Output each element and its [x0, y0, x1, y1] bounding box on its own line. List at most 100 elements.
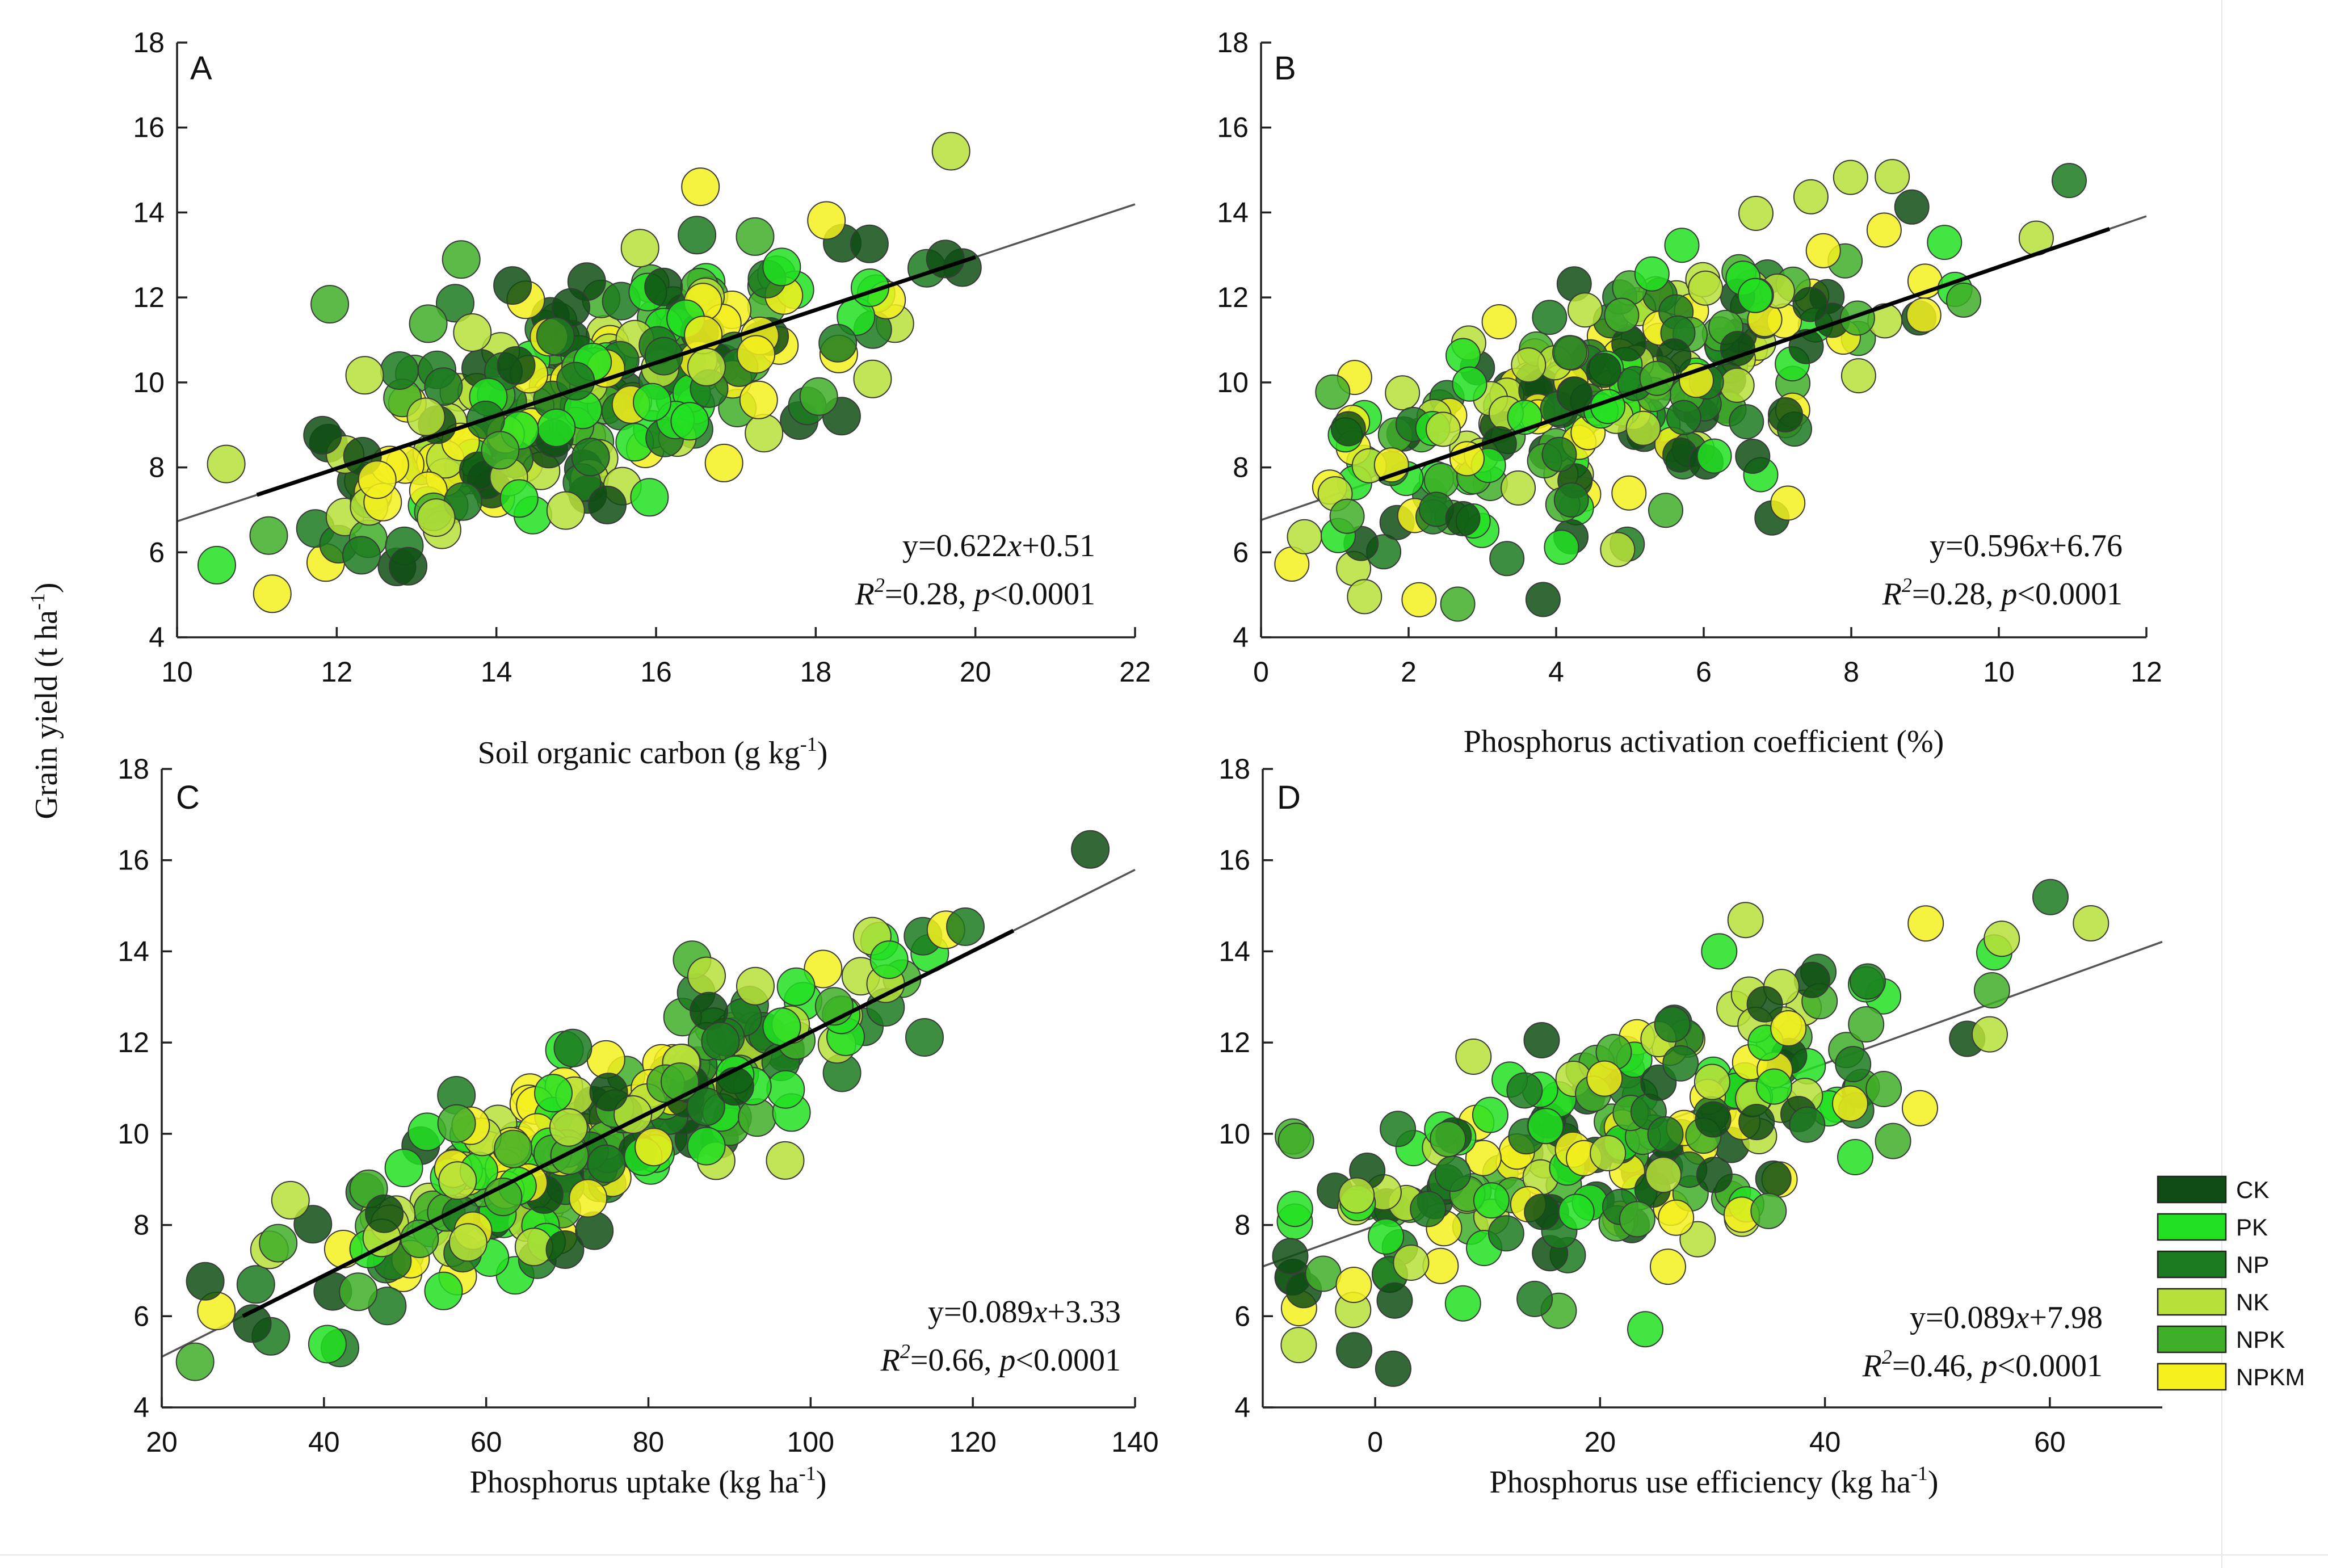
point-npkm [253, 574, 292, 613]
legend-item-np: NP [2157, 1250, 2269, 1279]
y-tick-label: 14 [1218, 935, 1250, 967]
y-tick-label: 16 [117, 844, 149, 876]
point-nk [1694, 1063, 1730, 1100]
x-tick-label: 20 [960, 656, 991, 688]
point-np [436, 284, 474, 323]
point-pk [1558, 1193, 1595, 1230]
x-tick-label: 60 [470, 1426, 502, 1458]
point-nk [1727, 902, 1764, 939]
regression-stats: R2=0.28, p<0.0001 [855, 574, 1095, 612]
y-tick-label: 8 [133, 1209, 149, 1241]
x-tick-label: 4 [1548, 656, 1564, 688]
point-nk [549, 1108, 588, 1147]
y-tick-label: 10 [117, 1118, 149, 1150]
point-npk [1839, 300, 1875, 336]
legend-item-nk: NK [2157, 1288, 2269, 1316]
point-pk [499, 479, 539, 518]
point-npk [1750, 1192, 1787, 1229]
point-npkm [1770, 1010, 1807, 1046]
point-np [1789, 1106, 1826, 1143]
y-tick-label: 12 [117, 1027, 149, 1058]
point-nk [1280, 1327, 1317, 1364]
point-ck [1695, 1101, 1732, 1138]
point-ck [293, 1205, 333, 1244]
point-npk [1619, 1201, 1655, 1238]
point-ck [1768, 397, 1803, 432]
point-np [1835, 1046, 1872, 1083]
regression-equation: y=0.622x+0.51 [902, 528, 1095, 564]
point-npk [481, 431, 520, 470]
regression-equation: y=0.596x+6.76 [1930, 528, 2123, 564]
point-ck [589, 1073, 628, 1112]
x-tick-label: 100 [787, 1426, 834, 1458]
point-npkm [1335, 1267, 1372, 1304]
point-np [342, 536, 381, 575]
legend-label: PK [2236, 1214, 2268, 1241]
point-np [553, 1028, 592, 1067]
point-npkm [586, 1040, 625, 1079]
point-npkm [1658, 1199, 1695, 1236]
point-npkm [1866, 212, 1902, 248]
point-nk [1590, 1135, 1627, 1171]
y-tick-label: 14 [1217, 196, 1249, 228]
point-nk [853, 359, 892, 398]
point-np [1516, 1280, 1553, 1317]
x-tick-label: 2 [1401, 656, 1417, 688]
point-ck [850, 224, 889, 263]
x-tick-label: 10 [161, 656, 193, 688]
y-tick-label: 4 [133, 1392, 149, 1423]
point-np [2032, 878, 2069, 915]
point-npkm [1906, 297, 1942, 333]
point-pk [1627, 1311, 1663, 1348]
point-pk [1755, 1068, 1792, 1105]
point-npk [1440, 586, 1476, 622]
point-npk [494, 1129, 533, 1168]
x-tick-label: 60 [2034, 1426, 2066, 1458]
point-pk [537, 408, 576, 447]
y-tick-label: 18 [117, 753, 149, 785]
fit-line-bold [242, 928, 1015, 1318]
point-nk [1719, 367, 1755, 403]
point-np [1654, 1006, 1691, 1042]
point-npk [310, 285, 350, 324]
point-nk [1511, 347, 1547, 383]
point-pk [869, 940, 909, 980]
point-npk [1305, 1255, 1342, 1292]
legend-item-npkm: NPKM [2157, 1363, 2305, 1391]
point-pk [1444, 1285, 1481, 1322]
legend: CK PK NP NK NPK NPKM [2157, 1175, 2305, 1391]
point-ck [389, 547, 428, 586]
x-tick-label: 6 [1696, 656, 1712, 688]
point-ck [1894, 189, 1930, 225]
point-np [1506, 1072, 1543, 1109]
point-npk [175, 1342, 215, 1381]
point-nk [1455, 1039, 1492, 1075]
panel-letter: A [190, 50, 212, 87]
x-tick-label: 20 [146, 1426, 178, 1458]
point-np [1553, 482, 1589, 518]
point-np [587, 1144, 626, 1183]
x-tick-label: 40 [308, 1426, 340, 1458]
point-nk [1426, 411, 1461, 447]
y-tick-label: 6 [1234, 1300, 1250, 1332]
point-np [1410, 1191, 1447, 1228]
point-pk [670, 402, 709, 441]
legend-label: NK [2236, 1289, 2269, 1315]
x-axis-label: Phosphorus uptake (kg ha-1) [470, 1462, 827, 1500]
point-ck [1755, 1160, 1792, 1197]
point-npk [1973, 972, 2010, 1008]
point-nk [745, 414, 784, 453]
point-np [1729, 404, 1764, 440]
point-npk [1848, 1006, 1885, 1042]
point-nk [931, 132, 970, 171]
point-nk [1625, 410, 1661, 446]
y-tick-label: 8 [1233, 452, 1249, 484]
point-npkm [1611, 475, 1647, 511]
point-nk [1833, 159, 1868, 195]
y-tick-label: 14 [117, 935, 149, 967]
point-np [236, 1265, 275, 1304]
x-tick-label: 0 [1253, 656, 1269, 688]
point-nk [2073, 905, 2110, 941]
point-nk [1287, 519, 1322, 554]
x-axis-label: Phosphorus activation coefficient (%) [1464, 724, 1944, 759]
